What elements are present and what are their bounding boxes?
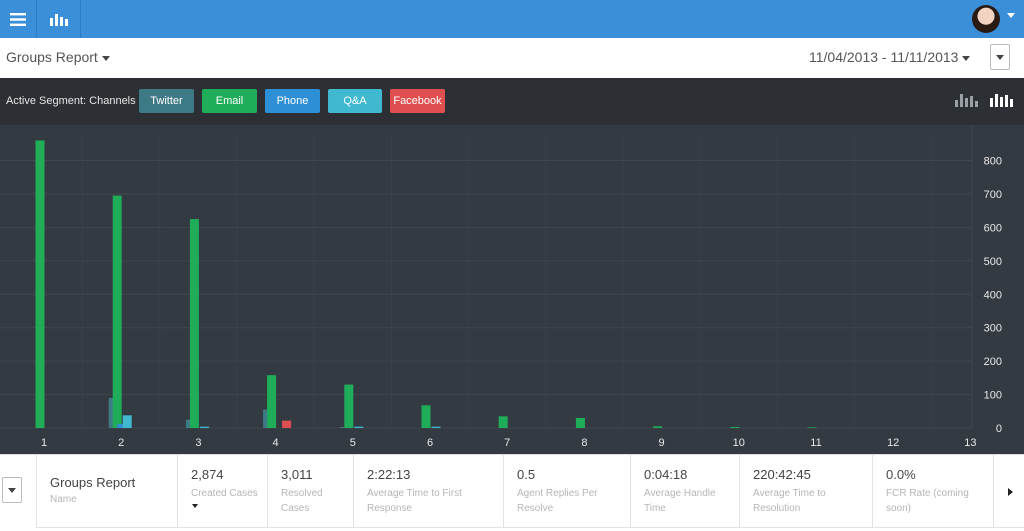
bar-email-3 bbox=[189, 219, 199, 428]
report-summary-table: Groups Report Name 2,874 Created Cases 3… bbox=[0, 454, 1024, 531]
bar-email-7 bbox=[498, 416, 508, 428]
table-divider bbox=[36, 527, 1024, 528]
bar-qa-5 bbox=[354, 426, 364, 428]
agent-replies-value: 0.5 bbox=[517, 467, 536, 482]
y-tick-label: 700 bbox=[984, 189, 1002, 201]
chevron-down-icon bbox=[101, 55, 110, 61]
x-tick-label: 1 bbox=[41, 437, 47, 449]
fcr-rate-value: 0.0% bbox=[886, 467, 916, 482]
created-cases-value: 2,874 bbox=[191, 467, 224, 482]
date-range-selector[interactable]: 11/04/2013 - 11/11/2013 bbox=[809, 49, 971, 65]
name-column: Groups Report Name bbox=[36, 455, 178, 527]
top-nav-bar bbox=[0, 0, 1024, 38]
menu-button[interactable] bbox=[0, 0, 37, 38]
report-selector[interactable]: Groups Report bbox=[6, 49, 110, 65]
report-name-value: Groups Report bbox=[50, 475, 136, 490]
bar-qa-2 bbox=[122, 415, 132, 428]
y-tick-label: 800 bbox=[984, 156, 1002, 168]
y-tick-label: 500 bbox=[984, 256, 1002, 268]
report-name-label: Name bbox=[50, 494, 77, 505]
date-range-dropdown-button[interactable] bbox=[990, 44, 1010, 70]
resolved-cases-label: Resolved Cases bbox=[281, 488, 323, 514]
y-tick-label: 600 bbox=[984, 222, 1002, 234]
row-expand-button[interactable] bbox=[2, 477, 22, 503]
bar-phone-2 bbox=[117, 423, 127, 428]
x-tick-label: 10 bbox=[733, 437, 745, 449]
y-tick-label: 300 bbox=[984, 323, 1002, 335]
y-tick-label: 0 bbox=[996, 423, 1002, 435]
segment-chip-twitter[interactable]: Twitter bbox=[139, 89, 194, 113]
fcr-rate-label: FCR Rate (coming soon) bbox=[886, 488, 969, 514]
user-menu-chevron-down-icon[interactable] bbox=[1007, 13, 1015, 18]
bar-facebook-4 bbox=[282, 420, 292, 428]
resolved-cases-column[interactable]: 3,011 Resolved Cases bbox=[268, 455, 354, 527]
report-header: Groups Report 11/04/2013 - 11/11/2013 bbox=[0, 38, 1024, 78]
avg-resolution-column[interactable]: 220:42:45 Average Time to Resolution bbox=[740, 455, 873, 527]
segment-bar: Active Segment: Channels Twitter Email P… bbox=[0, 78, 1024, 125]
x-tick-label: 9 bbox=[659, 437, 665, 449]
x-tick-label: 3 bbox=[195, 437, 201, 449]
bar-qa-3 bbox=[199, 426, 209, 428]
bar-chart-icon bbox=[49, 13, 68, 26]
fcr-rate-column[interactable]: 0.0% FCR Rate (coming soon) bbox=[873, 455, 994, 527]
avg-first-response-value: 2:22:13 bbox=[367, 467, 411, 482]
avg-first-response-label: Average Time to First Response bbox=[367, 488, 462, 514]
y-tick-label: 200 bbox=[984, 356, 1002, 368]
y-tick-label: 400 bbox=[984, 289, 1002, 301]
agent-replies-column[interactable]: 0.5 Agent Replies Per Resolve bbox=[504, 455, 631, 527]
avg-resolution-label: Average Time to Resolution bbox=[753, 488, 826, 514]
date-range-text: 11/04/2013 - 11/11/2013 bbox=[809, 49, 959, 65]
x-tick-label: 13 bbox=[964, 437, 976, 449]
bar-qa-6 bbox=[431, 426, 441, 428]
bar-email-4 bbox=[267, 375, 277, 428]
segment-chip-phone[interactable]: Phone bbox=[265, 89, 320, 113]
x-tick-label: 5 bbox=[350, 437, 356, 449]
report-title: Groups Report bbox=[6, 49, 98, 65]
bar-email-9 bbox=[653, 426, 663, 428]
chevron-down-icon bbox=[8, 487, 16, 493]
bar-email-5 bbox=[344, 384, 354, 428]
bar-email-10 bbox=[730, 426, 740, 428]
stacked-bars-icon[interactable] bbox=[955, 94, 978, 107]
avg-handle-time-label: Average Handle Time bbox=[644, 488, 716, 514]
avg-first-response-column[interactable]: 2:22:13 Average Time to First Response bbox=[354, 455, 504, 527]
bar-email-11 bbox=[807, 427, 817, 428]
y-tick-label: 100 bbox=[984, 390, 1002, 402]
segment-chip-qa[interactable]: Q&A bbox=[328, 89, 382, 113]
segment-chip-email[interactable]: Email bbox=[202, 89, 257, 113]
created-cases-label: Created Cases bbox=[191, 488, 258, 499]
avg-resolution-value: 220:42:45 bbox=[753, 467, 811, 482]
created-cases-column[interactable]: 2,874 Created Cases bbox=[178, 455, 268, 527]
sort-desc-icon bbox=[192, 504, 198, 508]
user-avatar[interactable] bbox=[972, 5, 1000, 33]
reports-button[interactable] bbox=[37, 0, 81, 38]
active-segment-label: Active Segment: Channels bbox=[6, 95, 136, 107]
agent-replies-label: Agent Replies Per Resolve bbox=[517, 488, 598, 514]
avg-handle-time-column[interactable]: 0:04:18 Average Handle Time bbox=[631, 455, 740, 527]
bar-email-1 bbox=[35, 140, 45, 428]
x-tick-label: 8 bbox=[581, 437, 587, 449]
hamburger-icon bbox=[10, 12, 26, 26]
resolved-cases-value: 3,011 bbox=[281, 467, 313, 482]
grouped-bars-icon[interactable] bbox=[990, 94, 1013, 107]
x-tick-label: 4 bbox=[273, 437, 279, 449]
x-tick-label: 6 bbox=[427, 437, 433, 449]
x-tick-label: 2 bbox=[118, 437, 124, 449]
chevron-down-icon bbox=[996, 54, 1004, 60]
bar-email-2 bbox=[112, 195, 122, 428]
scroll-right-icon[interactable] bbox=[1008, 488, 1013, 496]
x-tick-label: 7 bbox=[504, 437, 510, 449]
avg-handle-time-value: 0:04:18 bbox=[644, 467, 688, 482]
bar-email-8 bbox=[575, 417, 585, 428]
x-tick-label: 12 bbox=[887, 437, 899, 449]
chevron-down-icon bbox=[962, 55, 971, 61]
segment-chip-facebook[interactable]: Facebook bbox=[390, 89, 445, 113]
channels-bar-chart: 0 100 200 300 400 500 600 700 800 1 2 3 4 5 6 7 8 9 10 11 12… bbox=[0, 125, 1024, 454]
bar-email-6 bbox=[421, 405, 431, 428]
x-tick-label: 11 bbox=[810, 437, 821, 449]
